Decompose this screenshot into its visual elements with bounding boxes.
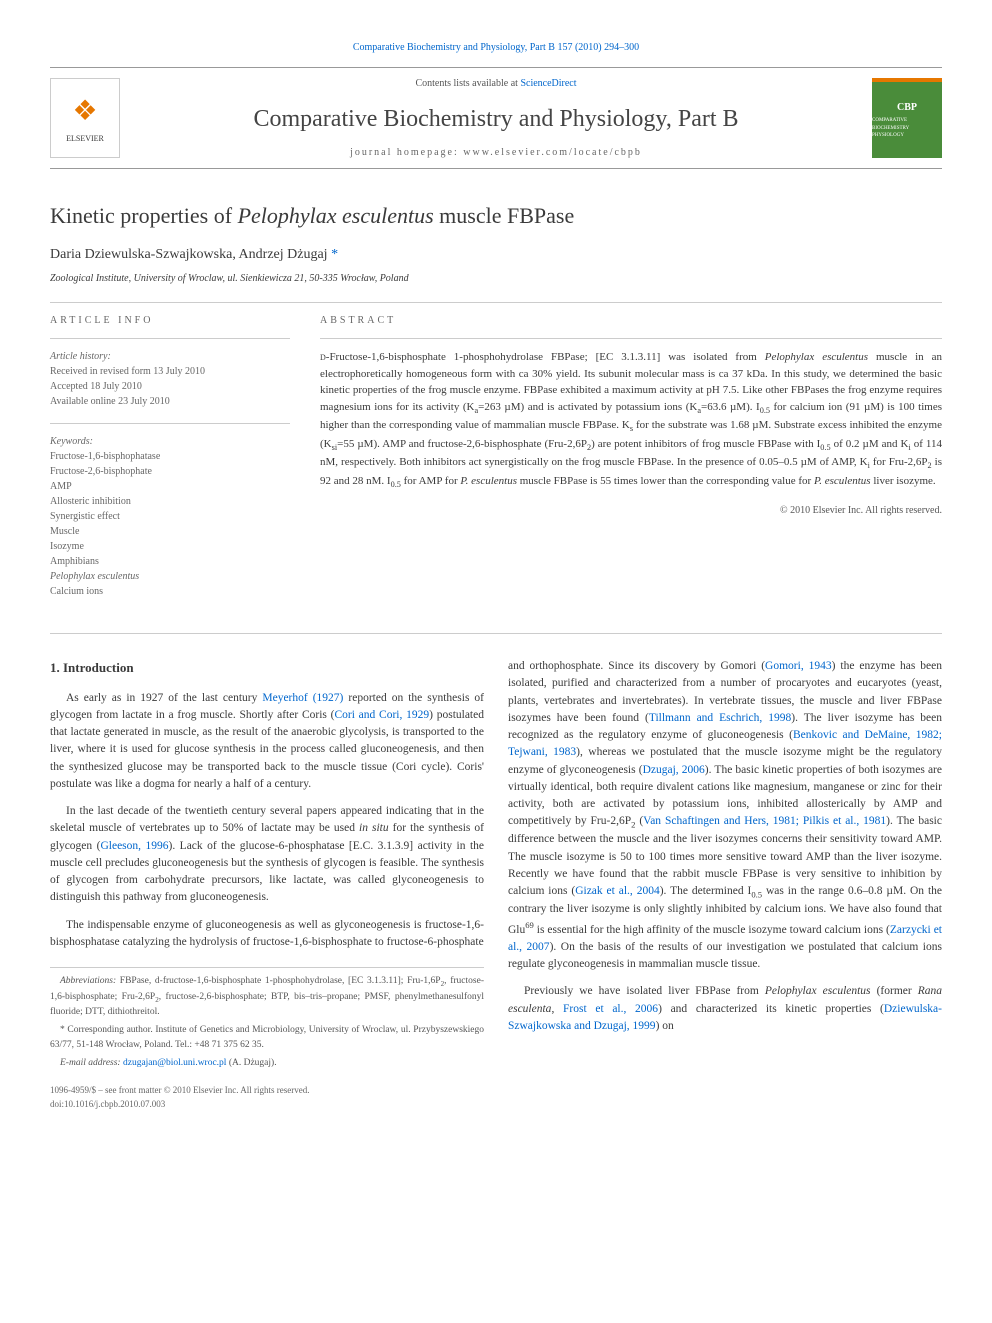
article-info-label: article info [50, 313, 290, 328]
corresponding-author-mark[interactable]: * [331, 247, 338, 262]
journal-homepage: journal homepage: www.elsevier.com/locat… [120, 145, 872, 160]
authors: Daria Dziewulska-Szwajkowska, Andrzej Dż… [50, 244, 942, 265]
body-two-column: 1. Introduction As early as in 1927 of t… [50, 658, 942, 1111]
abstract-label: abstract [320, 313, 942, 328]
body-text-left: As early as in 1927 of the last century … [50, 690, 484, 952]
keyword: Isozyme [50, 539, 290, 554]
affiliation: Zoological Institute, University of Wroc… [50, 271, 942, 286]
running-header-link[interactable]: Comparative Biochemistry and Physiology,… [353, 42, 639, 53]
article-title: Kinetic properties of Pelophylax esculen… [50, 199, 942, 232]
keyword: Allosteric inhibition [50, 494, 290, 509]
keywords-block: Keywords: Fructose-1,6-bisphophatase Fru… [50, 434, 290, 599]
abstract-text: d-Fructose-1,6-bisphosphate 1-phosphohyd… [320, 349, 942, 491]
abstract-copyright: © 2010 Elsevier Inc. All rights reserved… [320, 503, 942, 518]
body-text-right: and orthophosphate. Since its discovery … [508, 658, 942, 1035]
keyword: AMP [50, 479, 290, 494]
keyword: Calcium ions [50, 584, 290, 599]
sciencedirect-link[interactable]: ScienceDirect [520, 78, 576, 89]
article-history: Article history: Received in revised for… [50, 349, 290, 409]
journal-title: Comparative Biochemistry and Physiology,… [120, 101, 872, 137]
keyword: Pelophylax esculentus [50, 569, 290, 584]
corresponding-author-footnote: * Corresponding author. Institute of Gen… [50, 1023, 484, 1052]
article-info-column: article info Article history: Received i… [50, 313, 290, 613]
keyword: Muscle [50, 524, 290, 539]
divider [50, 423, 290, 424]
keyword: Amphibians [50, 554, 290, 569]
running-header: Comparative Biochemistry and Physiology,… [50, 40, 942, 55]
left-column: 1. Introduction As early as in 1927 of t… [50, 658, 484, 1111]
footnotes: Abbreviations: FBPase, d-fructose-1,6-bi… [50, 967, 484, 1070]
divider [50, 338, 290, 339]
journal-header: ❖ ELSEVIER Contents lists available at S… [50, 67, 942, 169]
email-footnote: E-mail address: dzugajan@biol.uni.wroc.p… [50, 1056, 484, 1070]
divider [50, 633, 942, 634]
divider [50, 302, 942, 303]
elsevier-logo: ❖ ELSEVIER [50, 78, 120, 158]
doi-line: doi:10.1016/j.cbpb.2010.07.003 [50, 1098, 484, 1112]
email-link[interactable]: dzugajan@biol.uni.wroc.pl [123, 1058, 226, 1068]
contents-line: Contents lists available at ScienceDirec… [120, 76, 872, 91]
keyword: Fructose-2,6-bisphophate [50, 464, 290, 479]
cbp-cover-thumbnail: CBP COMPARATIVE BIOCHEMISTRY PHYSIOLOGY [872, 78, 942, 158]
keyword: Synergistic effect [50, 509, 290, 524]
abbreviations-footnote: Abbreviations: FBPase, d-fructose-1,6-bi… [50, 974, 484, 1019]
right-column: and orthophosphate. Since its discovery … [508, 658, 942, 1111]
section-heading: 1. Introduction [50, 658, 484, 678]
elsevier-label: ELSEVIER [66, 133, 104, 145]
keyword: Fructose-1,6-bisphophatase [50, 449, 290, 464]
divider [320, 338, 942, 339]
issn-line: 1096-4959/$ – see front matter © 2010 El… [50, 1084, 484, 1098]
elsevier-tree-icon: ❖ [72, 91, 97, 133]
meta-abstract-row: article info Article history: Received i… [50, 313, 942, 613]
bottom-meta: 1096-4959/$ – see front matter © 2010 El… [50, 1084, 484, 1111]
journal-title-block: Contents lists available at ScienceDirec… [120, 76, 872, 160]
abstract-column: abstract d-Fructose-1,6-bisphosphate 1-p… [320, 313, 942, 613]
